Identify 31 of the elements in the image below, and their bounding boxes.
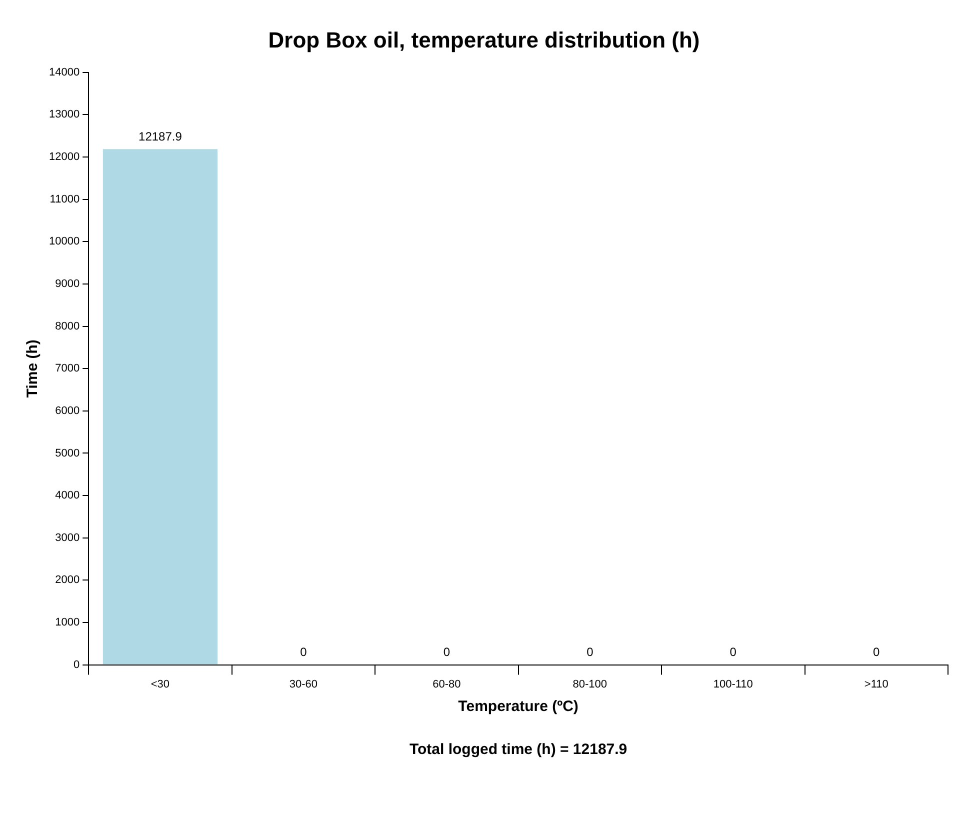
x-tick-label: 80-100 bbox=[572, 678, 608, 690]
x-tick-label: 60-80 bbox=[432, 678, 461, 690]
data-label: 0 bbox=[730, 645, 737, 660]
y-tick-label: 12000 bbox=[48, 151, 80, 164]
data-label: 0 bbox=[586, 645, 594, 660]
y-tick-label: 14000 bbox=[48, 66, 80, 78]
x-axis-title: Temperature (ºC) bbox=[458, 698, 578, 716]
y-tick-label: 9000 bbox=[55, 278, 80, 290]
y-tick-label: 11000 bbox=[50, 193, 80, 206]
y-tick-label: 1000 bbox=[55, 616, 80, 629]
x-tick-label: >110 bbox=[864, 678, 888, 690]
chart-title: Drop Box oil, temperature distribution (h) bbox=[268, 27, 700, 52]
data-label: 0 bbox=[443, 645, 450, 660]
y-tick-label: 7000 bbox=[55, 362, 80, 375]
y-tick-label: 13000 bbox=[48, 108, 80, 121]
x-tick-label: 100-110 bbox=[713, 678, 753, 690]
data-label: 12187.9 bbox=[138, 129, 182, 144]
text: Total logged time (h) = 12187.9 bbox=[409, 741, 628, 758]
y-tick-label: 8000 bbox=[55, 320, 80, 332]
y-tick-label: 3000 bbox=[55, 532, 80, 544]
y-axis-title: Time (h) bbox=[24, 340, 42, 398]
y-tick-label: 2000 bbox=[55, 574, 80, 586]
data-label: 0 bbox=[873, 645, 880, 660]
y-tick-label: 0 bbox=[73, 658, 80, 671]
data-label: 0 bbox=[300, 645, 308, 660]
y-tick-label: 5000 bbox=[55, 447, 80, 460]
y-tick-label: 6000 bbox=[55, 404, 80, 417]
x-tick-label: <30 bbox=[150, 678, 170, 690]
x-tick-label: 30-60 bbox=[289, 678, 318, 690]
y-tick-label: 10000 bbox=[48, 236, 80, 248]
y-tick-label: 4000 bbox=[55, 490, 80, 502]
